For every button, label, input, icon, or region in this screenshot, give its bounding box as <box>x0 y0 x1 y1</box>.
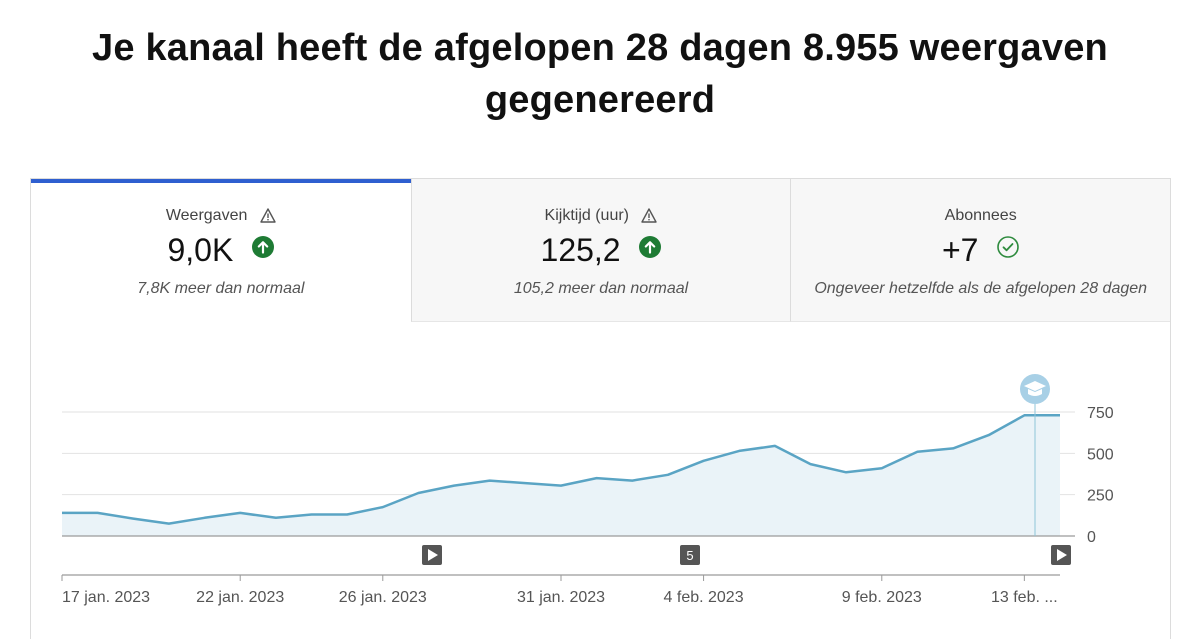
y-axis-labels: 0 250 500 750 <box>1087 405 1114 546</box>
warning-icon[interactable] <box>260 208 276 228</box>
video-marker[interactable] <box>422 545 442 565</box>
check-circle-icon <box>997 229 1020 266</box>
x-tick-label: 17 jan. 2023 <box>62 589 150 606</box>
tab-weergaven[interactable]: Weergaven 9,0K 7,8K meer dan normaal <box>31 179 411 322</box>
tab-label: Kijktijd (uur) <box>544 207 630 224</box>
y-tick-label: 250 <box>1087 488 1114 505</box>
metric-value: 9,0K <box>167 232 234 268</box>
page-title: Je kanaal heeft de afgelopen 28 dagen 8.… <box>92 27 1108 121</box>
graduation-cap-icon[interactable] <box>1020 374 1050 404</box>
video-marker[interactable] <box>1051 545 1071 565</box>
y-tick-label: 0 <box>1087 529 1096 546</box>
y-tick-label: 500 <box>1087 446 1114 463</box>
metric-comparison: 7,8K meer dan normaal <box>137 280 305 297</box>
chart-area-fill <box>62 415 1060 536</box>
x-axis-labels: 17 jan. 2023 22 jan. 2023 26 jan. 2023 31 j… <box>61 575 1058 606</box>
play-icon <box>1057 549 1067 561</box>
marker-count: 5 <box>686 548 693 563</box>
warning-icon[interactable] <box>641 208 658 228</box>
metric-value: 125,2 <box>540 232 621 268</box>
metric-comparison: 105,2 meer dan normaal <box>513 280 689 297</box>
arrow-up-icon <box>639 229 662 266</box>
tab-kijktijd[interactable]: Kijktijd (uur) 125,2 105,2 meer dan norm… <box>410 179 791 322</box>
tab-abonnees[interactable]: Abonnees +7 Ongeveer hetzelfde als de af… <box>790 179 1171 322</box>
video-count-marker[interactable]: 5 <box>680 545 700 565</box>
analytics-card: Weergaven 9,0K 7,8K meer dan normaal Kij… <box>30 178 1171 639</box>
x-tick-label: 13 feb. ... <box>991 589 1058 606</box>
metric-value: +7 <box>941 232 979 268</box>
x-tick-label: 26 jan. 2023 <box>339 589 427 606</box>
event-markers: 5 <box>422 545 1071 565</box>
x-tick-label: 4 feb. 2023 <box>664 589 744 606</box>
series-line[interactable] <box>62 414 1060 525</box>
metric-tabs: Weergaven 9,0K 7,8K meer dan normaal Kij… <box>31 179 1171 322</box>
play-icon <box>428 549 438 561</box>
arrow-up-icon <box>252 229 275 266</box>
x-tick-label: 9 feb. 2023 <box>842 589 922 606</box>
tab-label: Weergaven <box>165 207 248 224</box>
tab-label: Abonnees <box>944 207 1017 224</box>
x-tick-label: 22 jan. 2023 <box>196 589 284 606</box>
x-tick-label: 31 jan. 2023 <box>517 589 605 606</box>
metric-comparison: Ongeveer hetzelfde als de afgelopen 28 d… <box>814 280 1148 297</box>
y-tick-label: 750 <box>1087 405 1114 422</box>
